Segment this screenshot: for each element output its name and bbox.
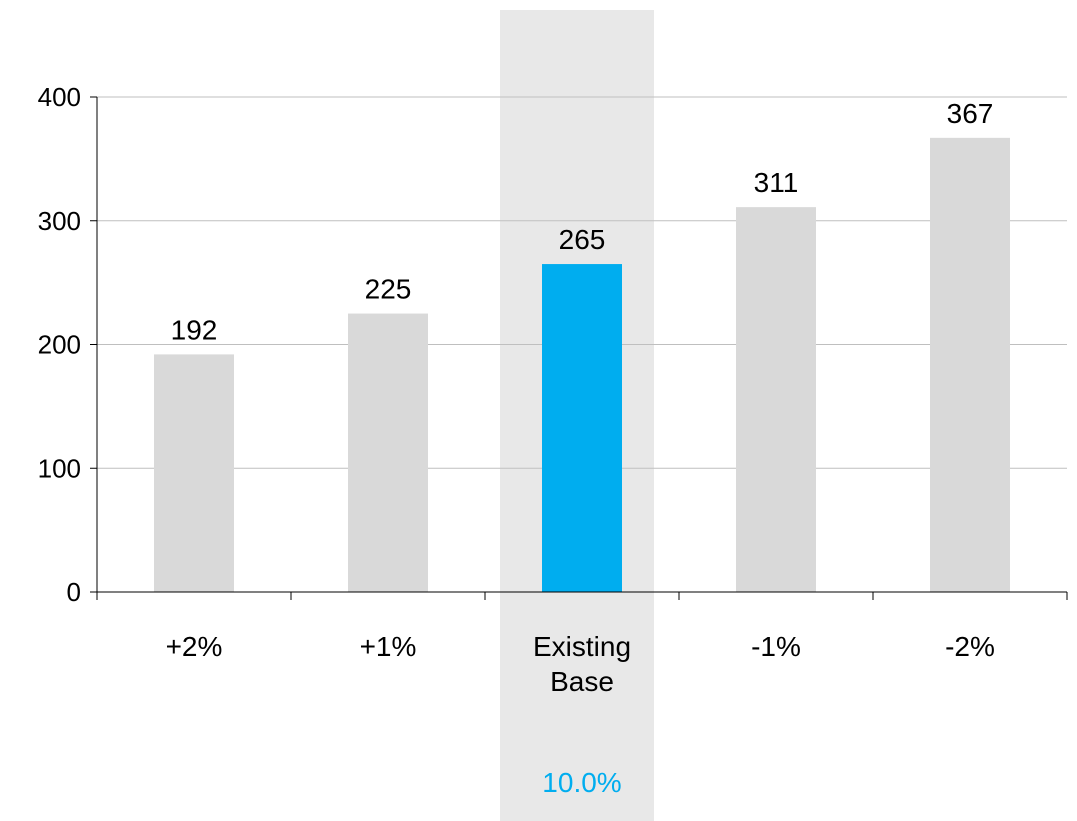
y-tick-label: 0	[67, 577, 81, 607]
category-label: +1%	[360, 631, 417, 662]
highlight-annotation: 10.0%	[542, 767, 621, 798]
data-label: 265	[559, 224, 606, 255]
bar	[348, 313, 428, 592]
data-label: 311	[754, 167, 799, 198]
data-label: 192	[171, 314, 218, 345]
category-label: -2%	[945, 631, 995, 662]
category-label: -1%	[751, 631, 801, 662]
data-label: 225	[365, 274, 412, 305]
y-tick-label: 200	[38, 330, 81, 360]
category-label: +2%	[166, 631, 223, 662]
y-tick-label: 300	[38, 206, 81, 236]
bar	[154, 354, 234, 592]
bar-highlighted	[542, 264, 622, 592]
category-label: Existing Base	[533, 631, 631, 697]
y-tick-label: 400	[38, 82, 81, 112]
bar	[930, 137, 1010, 592]
data-label: 367	[947, 98, 994, 129]
bar	[736, 207, 816, 592]
y-tick-label: 100	[38, 453, 81, 483]
